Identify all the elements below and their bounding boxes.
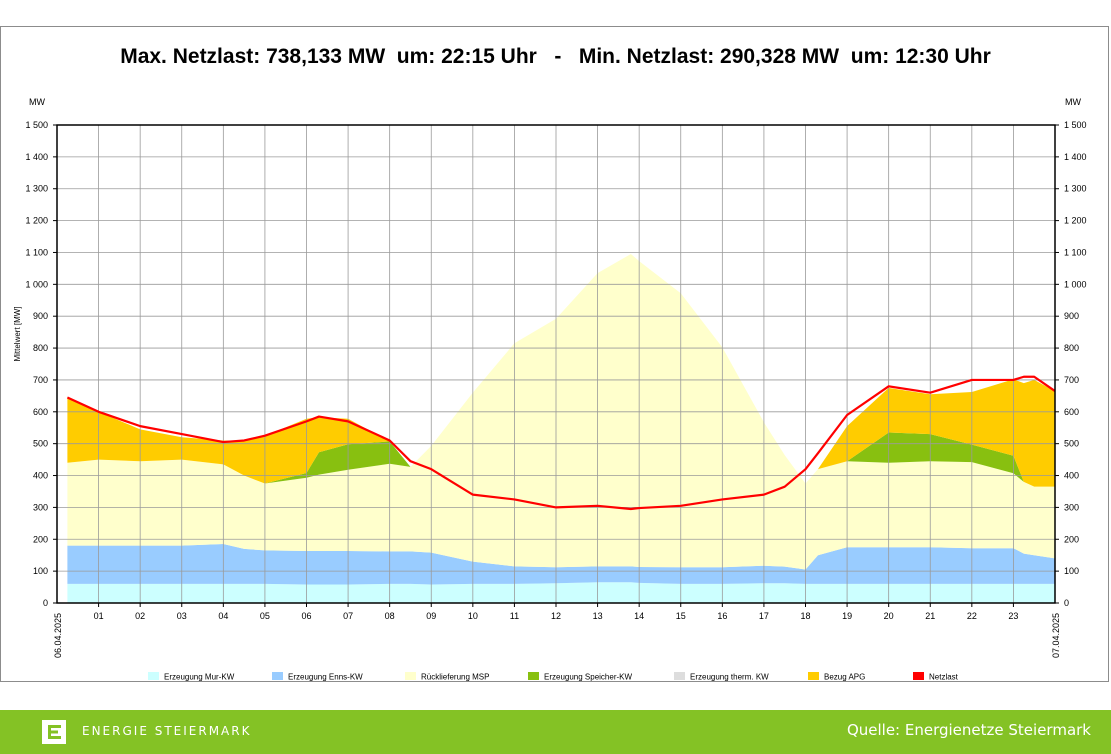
energie-steiermark-logo-icon bbox=[42, 720, 66, 744]
x-tick-label: 16 bbox=[717, 611, 727, 621]
y-tick-label-right: 400 bbox=[1064, 471, 1079, 481]
y-tick-label-right: 1 200 bbox=[1064, 216, 1087, 226]
legend-swatch bbox=[913, 672, 924, 680]
y-unit-right: MW bbox=[1065, 97, 1081, 107]
y-tick-label-left: 1 300 bbox=[25, 184, 48, 194]
y-tick-label-right: 1 300 bbox=[1064, 184, 1087, 194]
date-end-label: 07.04.2025 bbox=[1051, 613, 1061, 658]
y-unit-left: MW bbox=[29, 97, 45, 107]
y-tick-label-left: 1 000 bbox=[25, 279, 48, 289]
legend-swatch bbox=[808, 672, 819, 680]
y-tick-label-right: 500 bbox=[1064, 439, 1079, 449]
x-tick-label: 18 bbox=[800, 611, 810, 621]
x-tick-label: 10 bbox=[468, 611, 478, 621]
footer-bar: ENERGIE STEIERMARK Quelle: Energienetze … bbox=[0, 710, 1111, 754]
y-tick-label-left: 800 bbox=[33, 343, 48, 353]
netzlast-line bbox=[66, 375, 1056, 511]
y-tick-label-right: 600 bbox=[1064, 407, 1079, 417]
legend-label: Erzeugung Speicher-KW bbox=[544, 673, 632, 682]
legend-label: Erzeugung Enns-KW bbox=[288, 673, 363, 682]
y-tick-label-right: 0 bbox=[1064, 598, 1069, 608]
legend-label: Erzeugung therm. KW bbox=[690, 673, 769, 682]
x-tick-label: 05 bbox=[260, 611, 270, 621]
y-tick-label-left: 1 100 bbox=[25, 247, 48, 257]
chart-svg: 0 0 100 100 200 200 300 300 400 400 500 500 600 600 70… bbox=[13, 97, 1087, 682]
x-tick-label: 14 bbox=[634, 611, 644, 621]
y-tick-label-right: 1 500 bbox=[1064, 120, 1087, 130]
y-tick-label-left: 1 500 bbox=[25, 120, 48, 130]
y-tick-label-right: 1 000 bbox=[1064, 279, 1087, 289]
y-tick-label-left: 1 400 bbox=[25, 152, 48, 162]
x-tick-label: 19 bbox=[842, 611, 852, 621]
area-series-1 bbox=[67, 582, 1056, 603]
x-tick-label: 07 bbox=[343, 611, 353, 621]
x-tick-label: 15 bbox=[676, 611, 686, 621]
x-tick-label: 13 bbox=[593, 611, 603, 621]
chart-title: Max. Netzlast: 738,133 MW um: 22:15 Uhr … bbox=[120, 45, 991, 68]
date-start-label: 06.04.2025 bbox=[53, 613, 63, 658]
y-tick-label-right: 800 bbox=[1064, 343, 1079, 353]
y-tick-label-left: 200 bbox=[33, 534, 48, 544]
x-tick-label: 22 bbox=[967, 611, 977, 621]
y-tick-label-left: 100 bbox=[33, 566, 48, 576]
y-tick-label-right: 100 bbox=[1064, 566, 1079, 576]
y-tick-label-right: 1 100 bbox=[1064, 247, 1087, 257]
x-tick-label: 04 bbox=[218, 611, 228, 621]
legend-label: Rücklieferung MSP bbox=[421, 673, 489, 682]
legend-swatch bbox=[528, 672, 539, 680]
legend-label: Netzlast bbox=[929, 673, 959, 682]
x-tick-label: 23 bbox=[1008, 611, 1018, 621]
x-tick-label: 06 bbox=[301, 611, 311, 621]
legend-label: Erzeugung Mur-KW bbox=[164, 673, 235, 682]
y-tick-label-left: 700 bbox=[33, 375, 48, 385]
x-tick-label: 08 bbox=[385, 611, 395, 621]
x-tick-label: 02 bbox=[135, 611, 145, 621]
y-tick-label-right: 200 bbox=[1064, 534, 1079, 544]
legend-swatch bbox=[405, 672, 416, 680]
source-credit: Quelle: Energienetze Steiermark bbox=[846, 721, 1091, 739]
x-tick-label: 11 bbox=[510, 611, 519, 621]
x-tick-label: 12 bbox=[551, 611, 561, 621]
x-tick-label: 20 bbox=[884, 611, 894, 621]
legend-swatch bbox=[272, 672, 283, 680]
y-tick-label-left: 0 bbox=[43, 598, 48, 608]
x-tick-label: 03 bbox=[177, 611, 187, 621]
y-tick-label-left: 600 bbox=[33, 407, 48, 417]
legend-swatch bbox=[674, 672, 685, 680]
x-tick-label: 21 bbox=[925, 611, 935, 621]
area-series-2 bbox=[67, 544, 1056, 585]
legend-swatch bbox=[148, 672, 159, 680]
area-series-6 bbox=[67, 254, 1056, 487]
legend-label: Bezug APG bbox=[824, 673, 865, 682]
y-tick-label-left: 900 bbox=[33, 311, 48, 321]
y-tick-label-left: 300 bbox=[33, 502, 48, 512]
y-tick-label-right: 700 bbox=[1064, 375, 1079, 385]
y-axis-label: Mittelwert [MW] bbox=[13, 306, 22, 361]
y-tick-label-right: 1 400 bbox=[1064, 152, 1087, 162]
y-tick-label-left: 500 bbox=[33, 439, 48, 449]
y-tick-label-left: 1 200 bbox=[25, 216, 48, 226]
y-tick-label-right: 900 bbox=[1064, 311, 1079, 321]
y-tick-label-left: 400 bbox=[33, 471, 48, 481]
y-tick-label-right: 300 bbox=[1064, 502, 1079, 512]
x-tick-label: 17 bbox=[759, 611, 769, 621]
x-tick-label: 09 bbox=[426, 611, 436, 621]
brand-name: ENERGIE STEIERMARK bbox=[82, 724, 252, 738]
x-tick-label: 01 bbox=[94, 611, 104, 621]
